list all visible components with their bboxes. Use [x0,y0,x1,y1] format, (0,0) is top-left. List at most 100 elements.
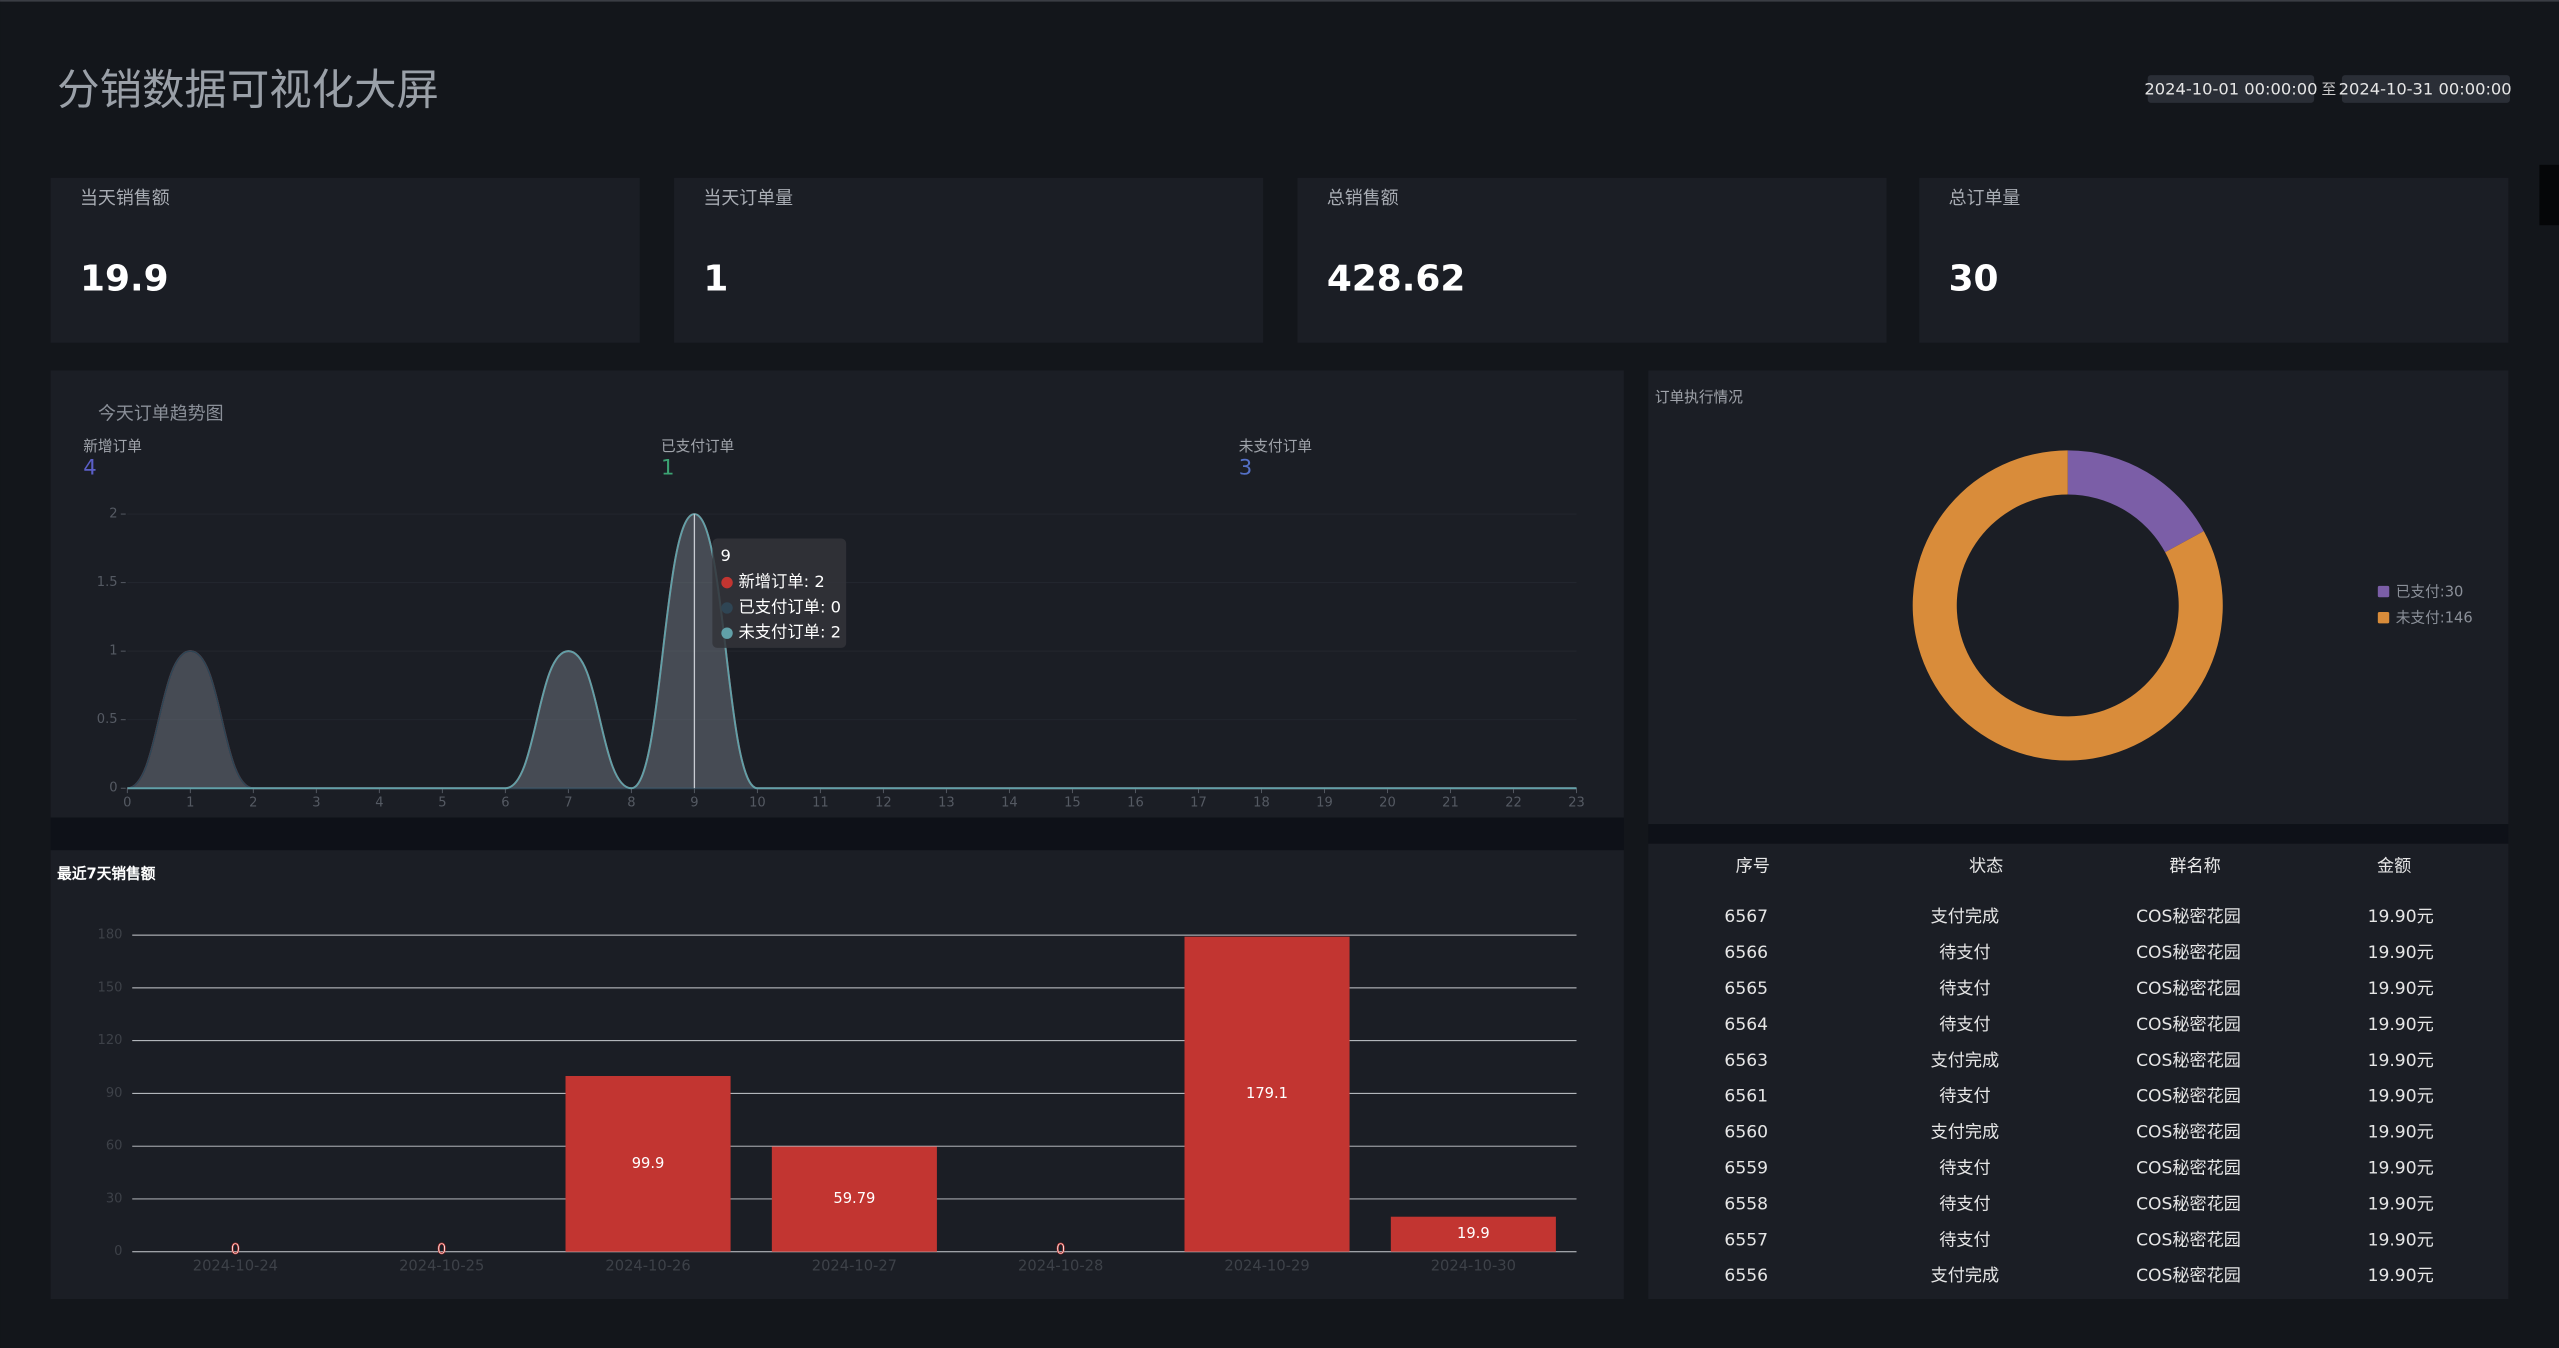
table-cell: COS秘密花园 [2136,1123,2241,1143]
table-cell: 19.90元 [2368,1015,2434,1035]
table-cell: COS秘密花园 [2136,943,2241,963]
separator [1648,824,2509,844]
side-handle[interactable] [2539,164,2559,226]
y-tick-label: 150 [98,980,123,995]
legend-swatch[interactable] [2377,585,2390,598]
table-cell: 待支付 [1939,1015,1990,1035]
y-tick-label: 0.5 [97,712,118,727]
summary-label: 新增订单 [83,438,142,455]
tooltip-dot [721,602,733,614]
x-tick-label: 18 [1253,795,1270,810]
table-cell: 19.90元 [2368,1230,2434,1250]
summary-value: 4 [83,455,97,480]
x-tick-label: 15 [1064,795,1081,810]
x-tick-label: 22 [1505,795,1522,810]
table-cell: 19.90元 [2368,1266,2434,1286]
x-tick-label: 0 [123,795,131,810]
bar [1184,936,1350,1252]
y-tick-label: 1 [109,644,117,659]
x-tick-label: 7 [564,795,572,810]
tooltip-item: 已支付订单: 0 [738,597,841,616]
table-cell: 待支付 [1939,943,1990,963]
y-tick-label: 180 [98,928,123,943]
x-tick-label: 4 [375,795,383,810]
table-cell: 支付完成 [1931,1051,1999,1071]
table-cell: COS秘密花园 [2136,1051,2241,1071]
summary-value: 3 [1239,455,1253,480]
table-header: 状态 [1969,857,2003,877]
chart-title: 订单执行情况 [1655,389,1743,406]
legend-swatch[interactable] [2377,611,2390,624]
x-tick-label: 11 [812,795,829,810]
data-label: 179.1 [1246,1085,1288,1102]
legend-label[interactable]: 未支付:146 [2396,610,2473,627]
table-cell: 19.90元 [2368,1194,2434,1214]
kpi-value: 1 [703,259,728,300]
table-cell: COS秘密花园 [2136,1087,2241,1107]
table-cell: 19.90元 [2368,1051,2434,1071]
y-tick-label: 120 [98,1033,123,1048]
table-cell: COS秘密花园 [2136,1266,2241,1286]
x-tick-label: 2024-10-29 [1224,1257,1309,1274]
table-cell: 19.90元 [2368,979,2434,999]
x-tick-label: 1 [186,795,194,810]
pie-slice [2067,450,2204,553]
x-tick-label: 10 [749,795,766,810]
x-tick-label: 2024-10-24 [193,1257,278,1274]
tooltip-title: 9 [721,546,731,565]
data-label: 0 [437,1241,446,1258]
table-cell: 支付完成 [1931,1266,1999,1286]
table-cell: COS秘密花园 [2136,979,2241,999]
x-tick-label: 19 [1316,795,1333,810]
bar [565,1076,731,1252]
kpi-label: 当天订单量 [703,188,793,209]
y-tick-label: 0 [109,781,117,796]
panel [1648,843,2509,1300]
table-cell: COS秘密花园 [2136,1158,2241,1178]
date-box[interactable] [2341,75,2510,103]
x-tick-label: 3 [312,795,320,810]
table-cell: 19.90元 [2368,1158,2434,1178]
legend-label[interactable]: 已支付:30 [2396,583,2464,600]
date-start[interactable]: 2024-10-01 00:00:00 [2144,79,2317,98]
table-cell: 支付完成 [1931,907,1999,927]
tooltip-item: 未支付订单: 2 [738,623,841,642]
table-cell: 支付完成 [1931,1123,1999,1143]
summary-label: 未支付订单 [1239,438,1312,455]
y-tick-label: 60 [106,1139,123,1154]
date-box[interactable] [2147,75,2315,103]
table-cell: 6560 [1724,1123,1768,1143]
data-label: 99.9 [632,1155,665,1172]
table-header: 金额 [2377,857,2411,877]
table-header: 群名称 [2169,857,2220,877]
table-cell: COS秘密花园 [2136,1230,2241,1250]
x-tick-label: 23 [1568,795,1585,810]
kpi-value: 19.9 [80,259,169,300]
kpi-value: 30 [1949,259,1999,300]
x-tick-label: 14 [1001,795,1018,810]
x-tick-label: 17 [1190,795,1207,810]
x-tick-label: 2 [249,795,257,810]
table-cell: 19.90元 [2368,1123,2434,1143]
table-cell: 6563 [1724,1051,1768,1071]
summary-value: 1 [661,455,675,480]
bar [771,1146,937,1252]
x-tick-label: 5 [438,795,446,810]
kpi-card [1297,177,1887,343]
table-cell: 19.90元 [2368,943,2434,963]
y-tick-label: 2 [109,507,117,522]
x-tick-label: 9 [690,795,698,810]
date-separator: 至 [2322,81,2337,98]
kpi-card [1919,177,2509,343]
table-cell: 19.90元 [2368,1087,2434,1107]
date-end[interactable]: 2024-10-31 00:00:00 [2339,79,2512,98]
x-tick-label: 2024-10-26 [605,1257,690,1274]
table-cell: COS秘密花园 [2136,907,2241,927]
x-tick-label: 21 [1442,795,1459,810]
data-label: 0 [231,1241,240,1258]
kpi-card [50,177,640,343]
table-cell: 6557 [1724,1230,1768,1250]
